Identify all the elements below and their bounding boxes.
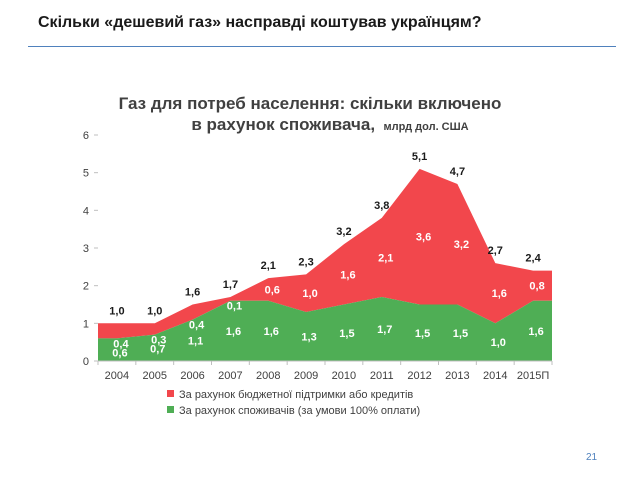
- y-tick-label: 0: [83, 356, 89, 368]
- budget-support-area: [98, 168, 552, 339]
- x-tick-label: 2015П: [517, 370, 549, 382]
- budget-value-label: 0,4: [113, 338, 129, 350]
- consumer-value-label: 0,7: [150, 344, 165, 356]
- consumer-value-label: 1,6: [264, 326, 279, 338]
- budget-value-label: 3,2: [454, 239, 469, 251]
- total-value-label: 2,1: [261, 260, 276, 272]
- total-value-label: 2,4: [525, 253, 541, 265]
- budget-value-label: 1,6: [340, 269, 355, 281]
- budget-value-label: 0,6: [265, 284, 280, 296]
- consumer-value-label: 1,6: [528, 326, 543, 338]
- total-value-label: 3,8: [374, 200, 389, 212]
- chart-title-line2: в рахунок споживача, млрд дол. США: [191, 115, 468, 134]
- consumer-value-label: 1,7: [377, 324, 392, 336]
- y-tick-label: 1: [83, 318, 89, 330]
- total-value-label: 1,6: [185, 287, 200, 299]
- total-value-label: 1,0: [109, 305, 124, 317]
- total-value-label: 4,7: [450, 166, 465, 178]
- x-tick-label: 2009: [294, 370, 318, 382]
- budget-value-label: 1,0: [302, 288, 317, 300]
- total-value-label: 1,7: [223, 279, 238, 291]
- x-tick-label: 2005: [143, 370, 167, 382]
- consumer-value-label: 1,6: [226, 326, 241, 338]
- x-tick-label: 2013: [445, 370, 469, 382]
- total-value-label: 5,1: [412, 151, 427, 163]
- y-tick-label: 4: [83, 205, 89, 217]
- legend-item-budget-swatch: [167, 390, 174, 397]
- x-tick-label: 2006: [180, 370, 204, 382]
- consumer-value-label: 1,3: [301, 332, 316, 344]
- y-tick-label: 5: [83, 168, 89, 180]
- x-tick-label: 2012: [407, 370, 431, 382]
- budget-value-label: 0,4: [189, 320, 205, 332]
- budget-value-label: 1,6: [492, 288, 507, 300]
- x-tick-label: 2014: [483, 370, 507, 382]
- consumer-payment-area: [98, 297, 552, 361]
- y-tick-label: 3: [83, 243, 89, 255]
- x-tick-label: 2011: [370, 370, 394, 382]
- chart-title-line2-main: в рахунок споживача,: [191, 115, 375, 134]
- consumer-value-label: 1,0: [491, 337, 506, 349]
- x-tick-label: 2004: [105, 370, 129, 382]
- total-value-label: 1,0: [147, 305, 162, 317]
- total-value-label: 2,3: [298, 256, 313, 268]
- total-value-label: 3,2: [336, 226, 351, 238]
- slide-title: Скільки «дешевий газ» насправді коштував…: [38, 14, 482, 31]
- chart-title-line1: Газ для потреб населення: скільки включе…: [119, 94, 502, 113]
- y-tick-label: 2: [83, 281, 89, 293]
- total-value-label: 2,7: [488, 245, 503, 257]
- consumer-value-label: 1,5: [415, 328, 430, 340]
- consumer-value-label: 1,5: [453, 328, 468, 340]
- consumer-value-label: 1,1: [188, 335, 203, 347]
- consumer-value-label: 0,6: [112, 347, 127, 359]
- budget-value-label: 0,3: [151, 335, 166, 347]
- x-tick-label: 2007: [218, 370, 242, 382]
- y-tick-label: 6: [83, 130, 89, 142]
- budget-value-label: 2,1: [378, 252, 393, 264]
- title-divider: [28, 46, 616, 47]
- chart-title-unit: млрд дол. США: [384, 121, 469, 133]
- page-number: 21: [586, 452, 598, 463]
- budget-value-label: 0,1: [227, 301, 242, 313]
- legend-item-consumer-swatch: [167, 406, 174, 413]
- budget-value-label: 0,8: [529, 281, 544, 293]
- consumer-value-label: 1,5: [339, 328, 354, 340]
- legend-item-budget-label: За рахунок бюджетної підтримки або креди…: [179, 389, 413, 401]
- budget-value-label: 3,6: [416, 232, 431, 244]
- x-tick-label: 2008: [256, 370, 280, 382]
- x-tick-label: 2010: [332, 370, 356, 382]
- legend-item-consumer-label: За рахунок споживачів (за умови 100% опл…: [179, 405, 420, 417]
